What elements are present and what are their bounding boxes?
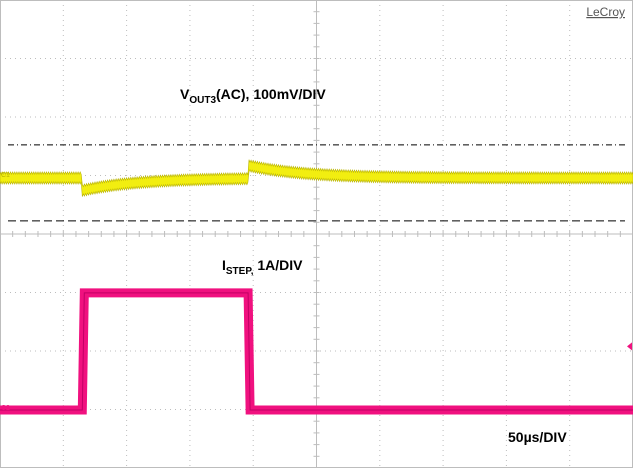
vout-label: VOUT3(AC), 100mV/DIV — [180, 86, 326, 106]
istep-trace-core — [0, 292, 633, 411]
vout-trace — [0, 159, 633, 197]
brand-logo: LeCroy — [586, 5, 625, 19]
trigger-level-marker — [627, 342, 632, 351]
ch1-marker: C1 — [1, 172, 10, 179]
ch2-marker: C2 — [1, 405, 10, 412]
timebase-label: 50µs/DIV — [508, 429, 567, 445]
vout-label-main: V — [180, 86, 190, 102]
istep-label-sub: STEP, — [226, 266, 254, 277]
istep-label: ISTEP, 1A/DIV — [222, 257, 303, 277]
istep-label-main: I — [222, 257, 226, 273]
cursor-lines — [8, 144, 625, 222]
istep-label-rest: 1A/DIV — [254, 257, 304, 273]
vout-label-rest: (AC), 100mV/DIV — [216, 86, 326, 102]
waveform-traces — [0, 159, 633, 415]
vout-label-sub: OUT3 — [189, 95, 216, 106]
